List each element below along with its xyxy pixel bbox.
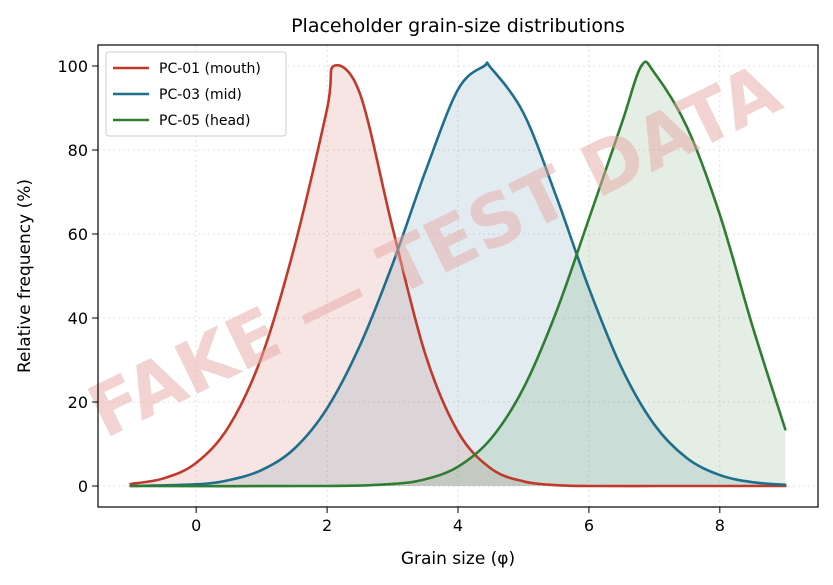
series-pc01-line bbox=[129, 64, 787, 488]
series-pc05-area bbox=[130, 61, 786, 487]
legend-label: PC-05 (head) bbox=[159, 113, 250, 129]
series-pc03-line bbox=[129, 61, 787, 488]
series-pc03-area bbox=[130, 62, 786, 486]
series-lines bbox=[129, 60, 787, 488]
x-axis-title: Grain size (φ) bbox=[401, 549, 515, 569]
legend-box bbox=[105, 51, 287, 137]
y-tick-label: 20 bbox=[68, 393, 88, 412]
y-tick-label: 100 bbox=[57, 57, 88, 76]
series-pc05-line bbox=[129, 60, 787, 488]
legend-label: PC-03 (mid) bbox=[159, 87, 242, 103]
x-tick-label: 4 bbox=[453, 516, 463, 535]
y-axis-title: Relative frequency (%) bbox=[15, 179, 35, 373]
legend: PC-01 (mouth) PC-03 (mid) PC-05 (head) bbox=[105, 51, 287, 137]
series-pc01-area bbox=[130, 65, 786, 487]
y-tick-label: 0 bbox=[78, 477, 88, 496]
y-tick-label: 40 bbox=[68, 309, 88, 328]
chart-title: Placeholder grain-size distributions bbox=[291, 15, 625, 37]
x-tick-label: 6 bbox=[584, 516, 594, 535]
y-tick-label: 80 bbox=[68, 141, 88, 160]
x-tick-label: 2 bbox=[322, 516, 332, 535]
y-tick-label: 60 bbox=[68, 225, 88, 244]
legend-label: PC-01 (mouth) bbox=[159, 61, 261, 77]
x-tick-label: 0 bbox=[191, 516, 201, 535]
series-areas bbox=[130, 61, 786, 487]
x-tick-label: 8 bbox=[715, 516, 725, 535]
